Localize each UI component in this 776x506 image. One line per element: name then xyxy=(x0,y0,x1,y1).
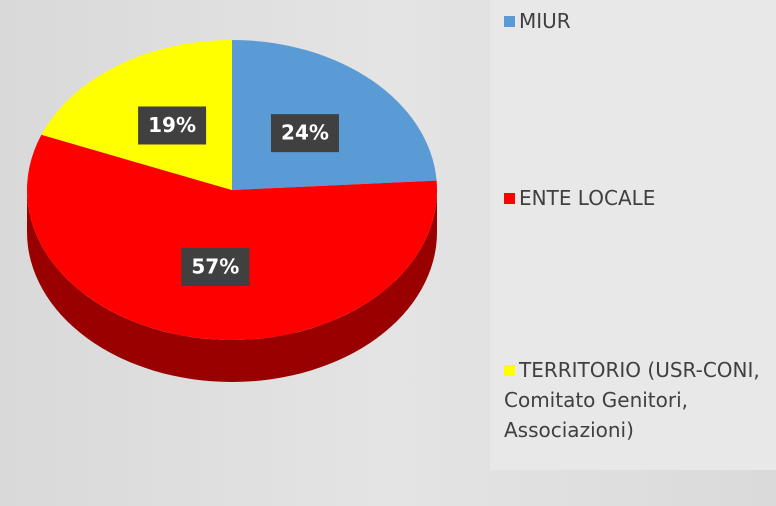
slice xyxy=(41,40,233,190)
legend-item: ENTE LOCALE xyxy=(504,183,764,213)
legend-swatch xyxy=(504,365,515,376)
data-label: 24% xyxy=(281,121,329,145)
legend-item: MIUR xyxy=(504,6,764,36)
data-label: 19% xyxy=(148,113,196,137)
slice xyxy=(26,134,438,341)
legend-label: TERRITORIO (USR-CONI, Comitato Genitori,… xyxy=(504,358,760,442)
pie-area: 24% 57% 19% xyxy=(26,40,438,382)
slice-side xyxy=(27,190,437,382)
label-box xyxy=(181,248,250,287)
legend: MIUR ENTE LOCALE TERRITORIO (USR-CONI, Com… xyxy=(490,0,776,470)
label-box xyxy=(270,114,339,153)
legend-label: MIUR xyxy=(519,9,571,33)
label-box xyxy=(138,106,207,145)
legend-label: ENTE LOCALE xyxy=(519,186,656,210)
legend-swatch xyxy=(504,16,515,27)
legend-swatch xyxy=(504,193,515,204)
legend-item: TERRITORIO (USR-CONI, Comitato Genitori,… xyxy=(504,355,764,445)
data-label: 57% xyxy=(191,255,239,279)
